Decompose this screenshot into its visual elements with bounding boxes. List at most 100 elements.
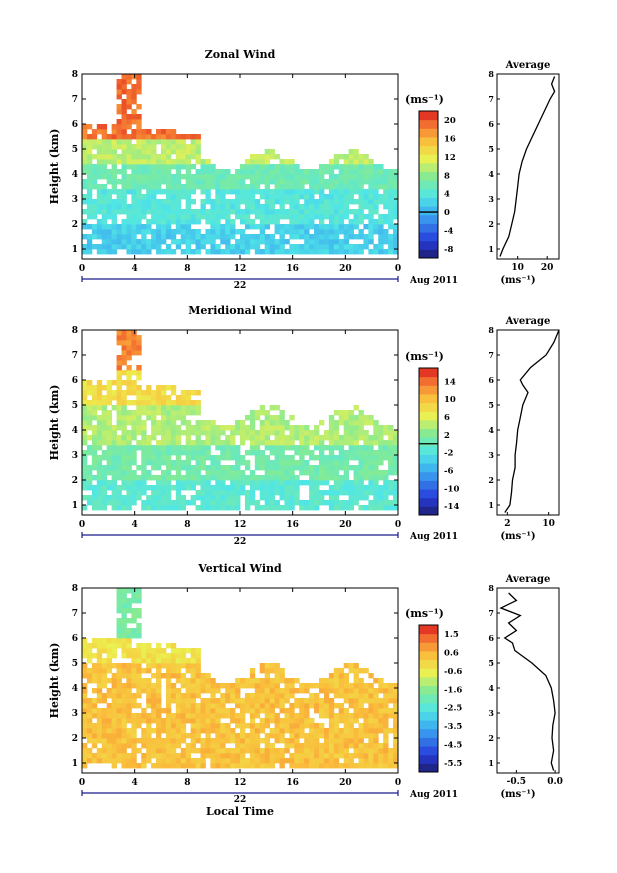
heatmap-cell [249,753,256,759]
heatmap-cell [289,753,295,759]
heatmap-cell [264,743,271,749]
heatmap-cell [289,415,295,421]
heatmap-cell [126,668,132,674]
heatmap-cell [126,149,132,155]
heatmap-cell [383,239,389,245]
heatmap-cell [195,678,201,684]
colorbar-segment [419,625,438,635]
heatmap-cell [338,480,345,486]
heatmap-cell [146,440,152,446]
heatmap-cell [299,733,305,739]
heatmap-cell [358,723,364,729]
heatmap-cell [146,738,152,744]
heatmap-cell [146,748,152,754]
heatmap-cell [264,465,271,471]
heatmap-cell [249,673,256,679]
heatmap-cell [259,678,266,684]
heatmap-cell [165,713,172,719]
heatmap-cell [220,505,226,511]
heatmap-cell [299,455,305,461]
heatmap-cell [348,480,354,486]
colorbar-segment [419,162,438,173]
heatmap-cell [304,239,310,245]
heatmap-cell [338,415,345,421]
heatmap-cell [279,420,285,426]
heatmap-cell [299,723,305,729]
heatmap-cell [225,249,231,255]
heatmap-cell [254,214,261,220]
heatmap-cell [333,683,340,689]
heatmap-cell [259,164,266,170]
heatmap-cell [393,229,399,235]
heatmap-cell [121,693,127,699]
heatmap-cell [121,199,127,205]
heatmap-cell [126,124,132,130]
heatmap-cell [244,490,251,496]
heatmap-cell [136,693,142,699]
heatmap-cell [175,738,182,744]
heatmap-cell [121,663,127,669]
heatmap-cell [141,440,147,446]
heatmap-cell [264,455,271,461]
heatmap-cell [86,405,93,411]
heatmap-cell [86,495,93,501]
heatmap-cell [309,703,315,709]
heatmap-cell [249,194,256,200]
heatmap-cell [131,134,137,140]
heatmap-cell [96,224,103,230]
heatmap-cell [86,179,93,185]
heatmap-cell [383,693,389,699]
heatmap-cell [200,743,206,749]
heatmap-cell [136,370,142,376]
heatmap-cell [383,723,389,729]
heatmap-cell [235,179,241,185]
heatmap-cell [319,229,325,235]
heatmap-cell [358,425,364,431]
heatmap-cell [101,400,108,406]
heatmap-cell [279,763,285,769]
heatmap-cell [96,380,103,386]
heatmap-cell [146,683,152,689]
heatmap-cell [289,244,295,250]
heatmap-cell [309,748,315,754]
heatmap-cell [151,753,157,759]
heatmap-cell [363,475,369,481]
heatmap-cell [304,763,310,769]
heatmap-cell [368,455,374,461]
heatmap-cell [393,713,399,719]
heatmap-cell [175,663,182,669]
heatmap-cell [274,249,280,255]
heatmap-cell [190,234,196,240]
heatmap-cell [106,249,113,255]
profile-y-tick-label: 2 [488,475,494,485]
heatmap-cell [131,340,137,346]
heatmap-cell [126,99,132,105]
heatmap-cell [210,169,216,175]
heatmap-cell [274,179,280,185]
heatmap-cell [136,89,142,95]
heatmap-cell [259,465,266,471]
heatmap-cell [244,698,251,704]
heatmap-cell [82,733,88,739]
heatmap-cell [121,445,127,451]
heatmap-cell [358,688,364,694]
heatmap-cell [86,184,93,190]
heatmap-cell [388,440,394,446]
heatmap-cell [126,74,132,80]
heatmap-cell [284,189,290,195]
heatmap-cell [82,693,88,699]
heatmap-cell [106,199,113,205]
heatmap-cell [205,455,211,461]
heatmap-cell [146,470,152,476]
heatmap-cell [383,194,389,200]
heatmap-cell [180,134,187,140]
heatmap-cell [205,435,211,441]
heatmap-cell [333,733,340,739]
heatmap-cell [358,495,364,501]
heatmap-cell [289,718,295,724]
heatmap-cell [259,204,266,210]
heatmap-cell [190,475,196,481]
heatmap-cell [348,435,354,441]
heatmap-cell [319,460,325,466]
heatmap-cell [314,465,320,471]
